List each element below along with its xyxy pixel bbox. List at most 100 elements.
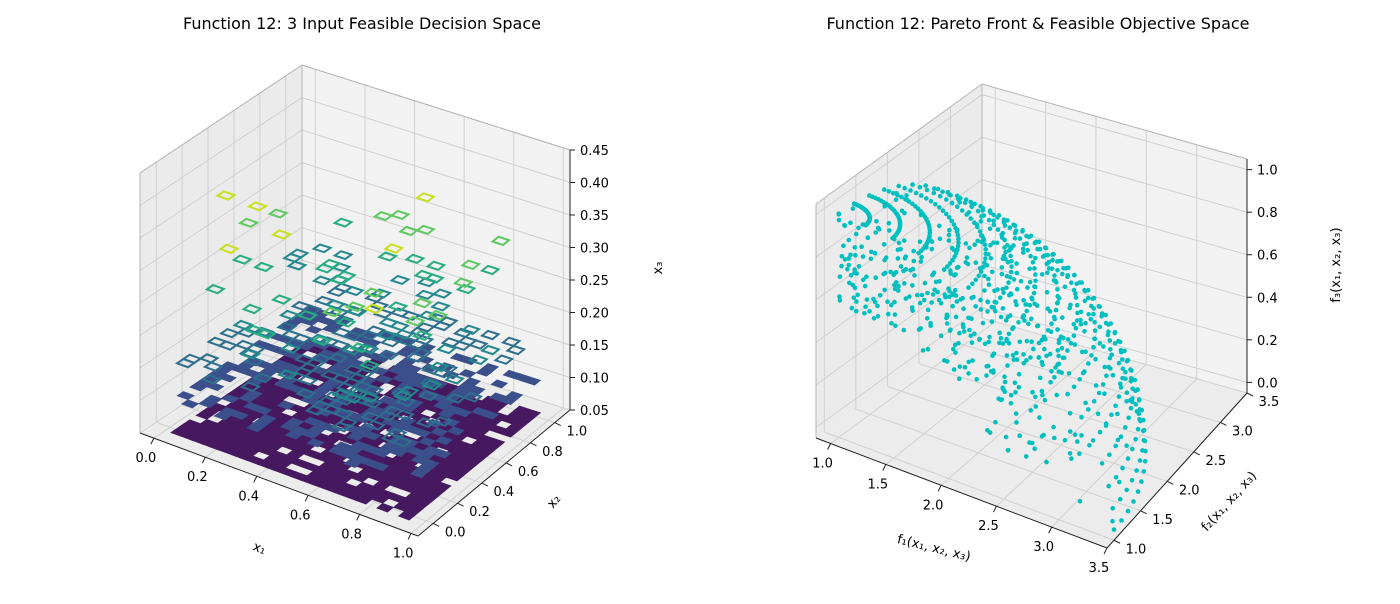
x-tick-mark xyxy=(304,495,309,502)
scatter-point xyxy=(919,193,924,198)
scatter-point xyxy=(978,219,984,224)
scatter-point xyxy=(1027,279,1033,285)
scatter-point xyxy=(1083,349,1088,355)
contour-ring xyxy=(332,250,354,261)
scatter-point xyxy=(1077,280,1083,285)
scatter-point xyxy=(1140,448,1145,453)
scatter-point xyxy=(931,190,937,196)
grid-line xyxy=(887,385,1168,482)
scatter-point xyxy=(964,255,970,260)
scatter-point xyxy=(1006,280,1011,285)
scatter-point xyxy=(1107,355,1113,361)
z-tick-label: 0.20 xyxy=(580,307,609,322)
z-tick-label: 0.15 xyxy=(580,339,609,354)
scatter-point xyxy=(1106,483,1111,489)
contour-ring xyxy=(231,254,254,265)
scatter-point xyxy=(1102,391,1107,397)
scatter-point xyxy=(885,299,890,305)
scatter-point xyxy=(956,340,961,346)
scatter-point xyxy=(1027,302,1033,308)
contour-patch xyxy=(505,391,524,401)
scatter-point xyxy=(1116,338,1121,344)
scatter-point xyxy=(951,247,957,253)
contour-ring xyxy=(414,224,436,235)
scatter-point xyxy=(966,359,972,365)
contour-ring xyxy=(215,190,237,201)
contour-patch xyxy=(358,422,377,432)
scatter-point xyxy=(956,240,961,245)
scatter-point xyxy=(1045,306,1051,312)
x-tick-mark xyxy=(827,443,831,450)
contour-patch xyxy=(434,435,453,446)
scatter-point xyxy=(1110,518,1115,524)
scatter-point xyxy=(1141,417,1146,423)
scatter-point xyxy=(976,273,982,279)
contour-ring xyxy=(327,352,349,364)
scatter-point xyxy=(895,192,900,198)
x-tick-label: 1.0 xyxy=(812,457,833,472)
contour-ring xyxy=(321,306,343,318)
scatter-point xyxy=(867,193,872,198)
scatter-point xyxy=(991,218,996,224)
y-tick-label: 2.0 xyxy=(1179,483,1200,498)
scatter-point xyxy=(998,314,1004,320)
scatter-point xyxy=(1011,357,1017,362)
scatter-point xyxy=(986,339,992,345)
scatter-point xyxy=(907,294,912,299)
contour-ring xyxy=(500,336,522,348)
contour-ring xyxy=(404,253,426,265)
contour-ring xyxy=(335,316,357,328)
scatter-point xyxy=(960,295,965,301)
contour-ring xyxy=(479,329,501,341)
scatter-point xyxy=(1024,308,1029,314)
scatter-point xyxy=(842,223,848,228)
contour-ring xyxy=(421,379,443,391)
scatter-point xyxy=(1112,341,1118,346)
scatter-point xyxy=(1014,286,1020,292)
x-tick-label: 3.5 xyxy=(1089,561,1110,576)
scatter-point xyxy=(1103,320,1109,326)
scatter-point xyxy=(1116,394,1122,399)
scatter-point xyxy=(1054,280,1059,285)
scatter-point xyxy=(1110,506,1115,511)
contour-ring xyxy=(335,270,357,281)
scatter-point xyxy=(853,231,859,237)
contour-ring xyxy=(363,287,385,299)
scatter-point xyxy=(953,225,958,231)
scatter-point xyxy=(901,327,907,333)
contour-patch xyxy=(463,377,482,387)
scatter-point xyxy=(1007,275,1013,280)
scatter-point xyxy=(1021,352,1026,357)
scatter-point xyxy=(987,430,993,435)
scatter-point xyxy=(974,377,979,382)
scatter-point xyxy=(1141,469,1147,474)
scatter-point xyxy=(911,258,917,264)
scatter-point xyxy=(940,208,946,213)
scatter-point xyxy=(1028,355,1033,360)
scatter-point xyxy=(886,189,892,194)
scatter-point xyxy=(957,330,962,336)
y-tick-mark xyxy=(530,442,537,447)
scatter-point xyxy=(1006,248,1012,253)
scatter-point xyxy=(1052,273,1057,278)
contour-patch xyxy=(416,355,435,365)
scatter-point xyxy=(1136,397,1142,402)
contour-ring xyxy=(386,427,408,439)
contour-ring xyxy=(467,339,489,350)
contour-ring xyxy=(270,294,293,305)
contour-patch xyxy=(258,414,277,424)
x-tick-label: 0.4 xyxy=(238,489,259,504)
scatter-point xyxy=(1077,499,1083,504)
scatter-point xyxy=(1026,321,1031,327)
contour-ring xyxy=(288,248,310,259)
x-tick-mark xyxy=(201,456,206,464)
x-tick-label: 0.6 xyxy=(290,508,311,523)
scatter-point xyxy=(1055,293,1060,299)
scatter-point xyxy=(1123,425,1128,430)
scatter-point xyxy=(986,217,992,223)
scatter-point xyxy=(1001,220,1007,225)
contour-ring xyxy=(201,373,223,385)
scatter-point xyxy=(852,267,857,272)
scatter-point xyxy=(902,281,907,286)
scatter-point xyxy=(998,397,1004,403)
